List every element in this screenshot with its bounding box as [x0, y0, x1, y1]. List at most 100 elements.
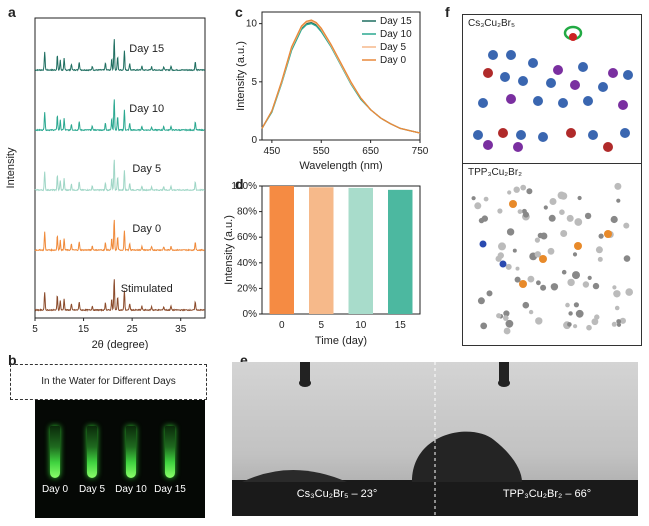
atom — [568, 311, 573, 316]
atom — [614, 182, 622, 190]
atom — [623, 70, 633, 80]
xrd-series-label: Stimulated — [121, 283, 173, 295]
x-tick-label: 10 — [355, 320, 367, 331]
plot-frame — [261, 185, 421, 315]
atom — [560, 230, 568, 237]
atom — [553, 65, 563, 75]
x-tick-label: 25 — [127, 324, 139, 335]
vials-caption-box: In the Water for Different Days — [10, 364, 207, 400]
atom — [506, 228, 515, 236]
structure-panel: Cs₃Cu₂Br₅ TPP₃Cu₂Br₂ — [462, 14, 642, 346]
y-tick-label: 0 — [251, 135, 257, 146]
atom — [604, 230, 612, 238]
atom — [527, 275, 535, 283]
atom — [515, 266, 520, 271]
xrd-series-label: Day 0 — [132, 223, 161, 235]
atom — [569, 33, 577, 41]
vial-label: Day 15 — [154, 484, 186, 495]
atom — [566, 128, 576, 138]
right-angle-label: TPP₃Cu₂Br₂ – 66° — [502, 488, 592, 500]
atom — [548, 214, 556, 222]
legend-label: Day 0 — [380, 55, 407, 66]
atom — [588, 130, 598, 140]
atom — [505, 263, 512, 270]
atom — [486, 290, 493, 297]
atom — [503, 327, 511, 335]
atom — [574, 242, 582, 250]
bar — [348, 187, 373, 314]
crystal-atoms-image — [473, 25, 633, 152]
xrd-series-label: Day 5 — [132, 163, 161, 175]
atom — [623, 255, 631, 262]
atom — [513, 142, 523, 152]
vial — [126, 426, 136, 478]
atom — [500, 72, 510, 82]
atom — [538, 132, 548, 142]
atom — [523, 211, 529, 218]
atom — [573, 324, 578, 329]
x-tick-label: 5 — [32, 324, 38, 335]
atom — [591, 318, 599, 326]
xrd-chart: 5 15 25 35 2θ (degree) Intensity Day 15 Day 10 D… — [5, 17, 206, 350]
xrd-series-line — [34, 219, 205, 252]
droplet-images — [232, 362, 638, 516]
atom — [535, 317, 543, 325]
y-tick-label: 5 — [251, 77, 257, 88]
atom — [618, 100, 628, 110]
x-tick-label: 550 — [313, 146, 330, 157]
y-tick-label: 20% — [237, 283, 257, 294]
x-tick-label: 15 — [395, 320, 407, 331]
atom — [561, 269, 567, 275]
atom — [499, 260, 507, 268]
atom — [595, 246, 603, 254]
vials-caption: In the Water for Different Days — [41, 376, 176, 387]
atom — [559, 209, 565, 215]
x-tick-label: 0 — [279, 320, 285, 331]
atom — [597, 256, 603, 262]
atom — [503, 310, 510, 317]
atom — [506, 50, 516, 60]
y-tick-label: 10 — [246, 19, 258, 30]
x-tick-label: 35 — [175, 324, 187, 335]
atom — [620, 128, 630, 138]
legend-label: Day 15 — [380, 16, 412, 27]
atom — [623, 222, 630, 229]
atom — [517, 209, 523, 214]
atom — [592, 282, 600, 290]
x-axis-label: Time (day) — [315, 335, 367, 347]
atom — [481, 215, 488, 222]
atom — [479, 240, 487, 248]
panel-label-d: d — [235, 176, 244, 192]
atom — [512, 248, 517, 253]
atom — [613, 290, 621, 298]
atom — [474, 202, 482, 210]
x-axis-label: 2θ (degree) — [92, 339, 149, 350]
xrd-series-line — [34, 159, 205, 192]
atom — [610, 215, 618, 224]
x-tick-label: 5 — [318, 320, 324, 331]
atom — [612, 285, 617, 290]
plot-frame — [261, 11, 421, 141]
y-tick-label: 60% — [237, 232, 257, 243]
structure-bottom: TPP₃Cu₂Br₂ — [463, 164, 641, 345]
atom — [566, 214, 574, 222]
atom — [477, 297, 485, 305]
atom — [583, 96, 593, 106]
atom — [498, 242, 506, 251]
atom — [539, 255, 547, 263]
atom — [497, 208, 503, 214]
pl-series-line — [261, 22, 421, 134]
atom — [567, 322, 572, 327]
atom — [573, 302, 579, 308]
atom — [480, 322, 488, 330]
bar — [309, 187, 334, 314]
atom — [519, 280, 527, 288]
xrd-series-line — [34, 99, 205, 132]
atom — [498, 128, 508, 138]
panel-label-e: e — [240, 352, 248, 368]
pl-series-line — [261, 19, 421, 134]
atom — [625, 288, 633, 296]
atom — [534, 251, 541, 258]
atom — [526, 188, 533, 195]
atom — [536, 280, 541, 286]
